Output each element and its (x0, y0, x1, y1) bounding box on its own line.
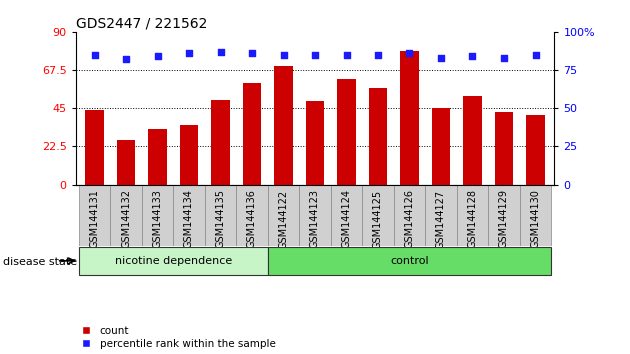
Legend: count, percentile rank within the sample: count, percentile rank within the sample (81, 326, 275, 349)
Bar (243, 83, 261, 184)
Bar (110, 184, 142, 246)
Bar (274, 66, 293, 184)
Text: GSM144134: GSM144134 (184, 189, 194, 248)
Bar (495, 112, 513, 184)
Bar (432, 108, 450, 184)
Bar (142, 184, 173, 246)
Point (89, 52, 100, 58)
Text: GSM144136: GSM144136 (247, 189, 257, 248)
Text: GSM144124: GSM144124 (341, 189, 352, 249)
Bar (394, 184, 425, 246)
Bar (526, 115, 545, 184)
Bar (362, 184, 394, 246)
Text: GSM144135: GSM144135 (215, 189, 226, 249)
Bar (457, 184, 488, 246)
Bar (306, 101, 324, 184)
Point (152, 53, 163, 59)
Point (278, 52, 289, 58)
Text: GSM144122: GSM144122 (278, 189, 289, 249)
Bar (211, 100, 230, 184)
Text: GSM144126: GSM144126 (404, 189, 415, 249)
Text: disease state: disease state (3, 257, 77, 267)
Bar (173, 184, 205, 246)
Text: GSM144127: GSM144127 (436, 189, 446, 249)
Text: control: control (390, 256, 429, 266)
Bar (268, 247, 551, 275)
Point (436, 55, 446, 61)
Bar (79, 247, 268, 275)
Bar (79, 184, 110, 246)
Point (310, 52, 320, 58)
Bar (463, 96, 482, 184)
Text: GDS2447 / 221562: GDS2447 / 221562 (76, 17, 207, 31)
Point (341, 52, 352, 58)
Bar (148, 129, 167, 184)
Point (184, 50, 194, 56)
Bar (180, 125, 198, 184)
Bar (205, 184, 236, 246)
Text: GSM144130: GSM144130 (530, 189, 541, 248)
Text: GSM144125: GSM144125 (373, 189, 383, 249)
Point (404, 50, 415, 56)
Bar (400, 51, 419, 184)
Text: GSM144123: GSM144123 (310, 189, 320, 249)
Bar (369, 88, 387, 184)
Bar (268, 184, 299, 246)
Point (530, 52, 541, 58)
Point (215, 49, 226, 55)
Text: GSM144131: GSM144131 (89, 189, 100, 248)
Point (247, 50, 257, 56)
Text: nicotine dependence: nicotine dependence (115, 256, 232, 266)
Point (467, 53, 478, 59)
Point (499, 55, 509, 61)
Bar (331, 184, 362, 246)
Text: GSM144128: GSM144128 (467, 189, 478, 249)
Bar (85, 110, 104, 184)
Bar (488, 184, 520, 246)
Text: GSM144132: GSM144132 (121, 189, 131, 249)
Point (373, 52, 383, 58)
Bar (425, 184, 457, 246)
Text: GSM144133: GSM144133 (152, 189, 163, 248)
Bar (236, 184, 268, 246)
Bar (299, 184, 331, 246)
Point (121, 57, 131, 62)
Text: GSM144129: GSM144129 (499, 189, 509, 249)
Bar (337, 79, 356, 184)
Bar (520, 184, 551, 246)
Bar (117, 141, 135, 184)
